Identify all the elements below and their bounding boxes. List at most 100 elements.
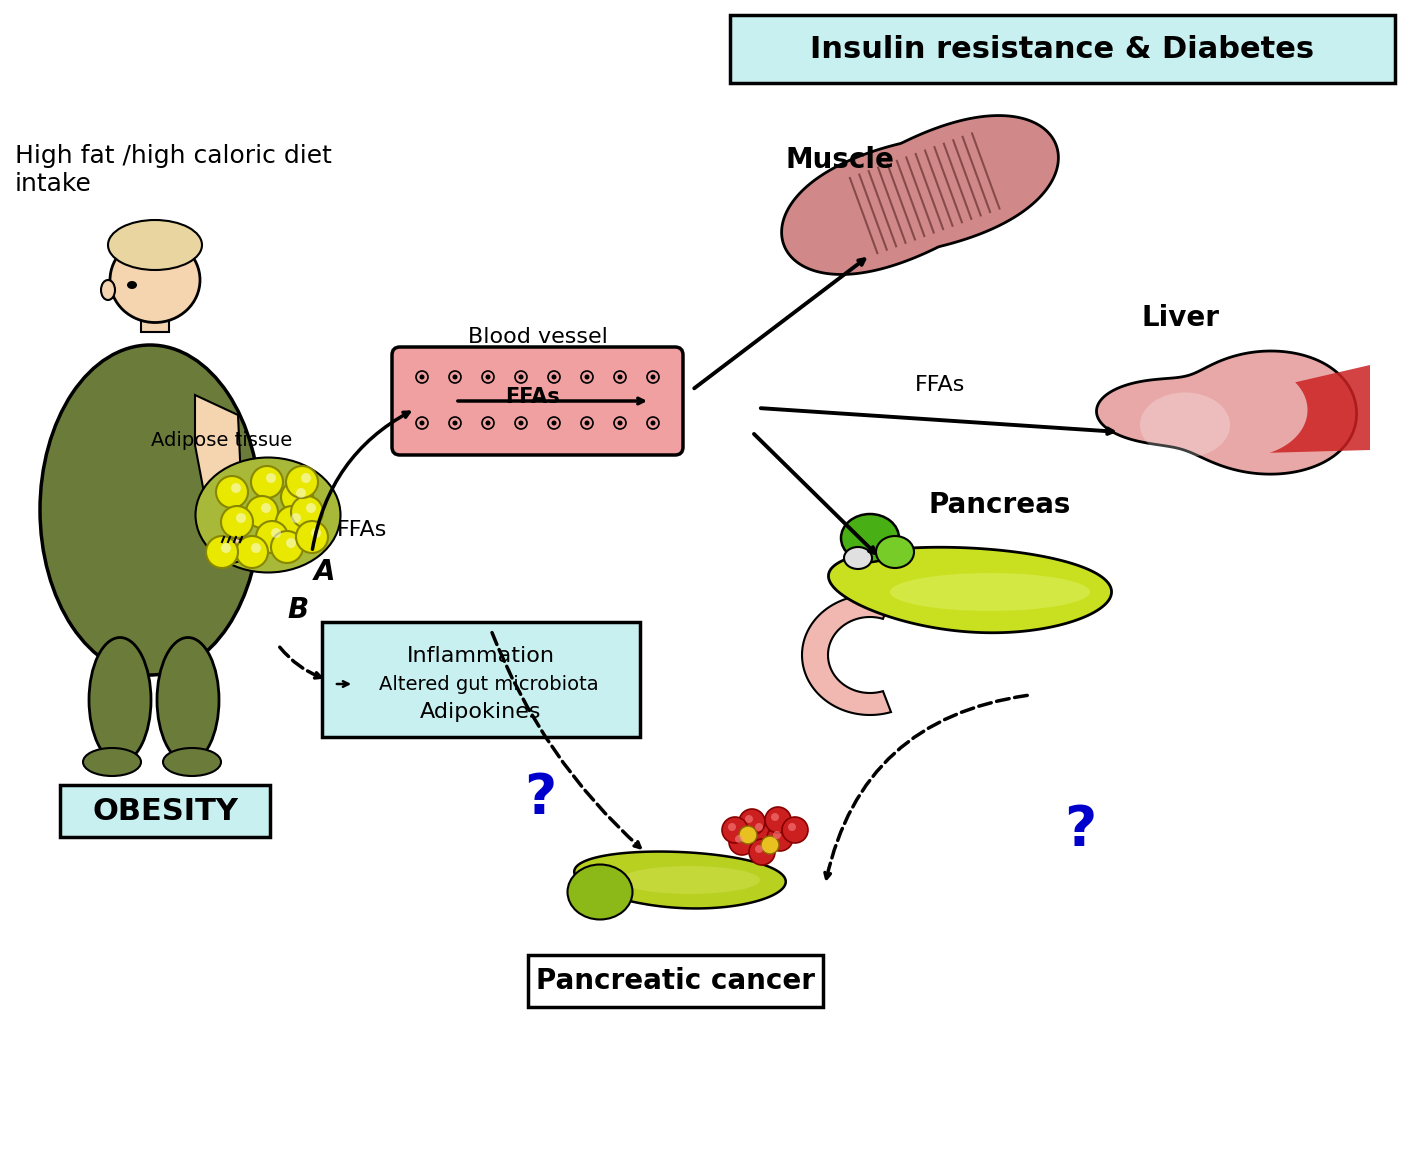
Circle shape bbox=[296, 488, 306, 498]
Text: Adipose tissue: Adipose tissue bbox=[152, 430, 292, 450]
Circle shape bbox=[452, 421, 458, 426]
Text: Adipokines: Adipokines bbox=[420, 702, 542, 722]
FancyBboxPatch shape bbox=[60, 785, 269, 837]
Circle shape bbox=[764, 807, 791, 833]
Circle shape bbox=[306, 503, 316, 513]
Text: FFAs: FFAs bbox=[915, 375, 966, 394]
Ellipse shape bbox=[620, 866, 760, 894]
Text: Muscle: Muscle bbox=[786, 146, 895, 174]
Text: Liver: Liver bbox=[1141, 304, 1219, 332]
Circle shape bbox=[452, 375, 458, 380]
Ellipse shape bbox=[844, 547, 872, 569]
Text: High fat /high caloric diet
intake: High fat /high caloric diet intake bbox=[16, 144, 332, 196]
Circle shape bbox=[651, 421, 655, 426]
Circle shape bbox=[296, 521, 328, 553]
Circle shape bbox=[773, 831, 781, 839]
Circle shape bbox=[485, 421, 491, 426]
Ellipse shape bbox=[1140, 392, 1229, 458]
Polygon shape bbox=[781, 115, 1058, 275]
Circle shape bbox=[281, 481, 313, 513]
Circle shape bbox=[271, 531, 303, 564]
Circle shape bbox=[206, 536, 238, 568]
Circle shape bbox=[788, 823, 795, 831]
Circle shape bbox=[519, 421, 523, 426]
FancyBboxPatch shape bbox=[730, 15, 1395, 83]
Text: Pancreatic cancer: Pancreatic cancer bbox=[536, 967, 815, 995]
Text: A: A bbox=[315, 558, 336, 586]
Circle shape bbox=[261, 503, 271, 513]
Ellipse shape bbox=[128, 281, 138, 289]
Text: Blood vessel: Blood vessel bbox=[468, 327, 607, 347]
Polygon shape bbox=[803, 595, 891, 715]
FancyBboxPatch shape bbox=[322, 622, 640, 737]
Ellipse shape bbox=[89, 637, 150, 762]
Ellipse shape bbox=[876, 536, 915, 568]
Circle shape bbox=[761, 836, 778, 854]
Circle shape bbox=[277, 506, 308, 538]
FancyBboxPatch shape bbox=[140, 304, 169, 332]
Circle shape bbox=[291, 513, 301, 523]
Polygon shape bbox=[1269, 365, 1370, 453]
Circle shape bbox=[267, 473, 277, 483]
Circle shape bbox=[781, 816, 808, 843]
Circle shape bbox=[286, 538, 296, 549]
Circle shape bbox=[749, 816, 776, 843]
FancyBboxPatch shape bbox=[391, 347, 683, 455]
Circle shape bbox=[235, 536, 268, 568]
Ellipse shape bbox=[84, 748, 140, 776]
Circle shape bbox=[216, 476, 248, 508]
Circle shape bbox=[221, 506, 252, 538]
Circle shape bbox=[749, 840, 776, 865]
Circle shape bbox=[722, 816, 749, 843]
Circle shape bbox=[744, 815, 753, 823]
Circle shape bbox=[617, 421, 623, 426]
Circle shape bbox=[245, 496, 278, 528]
Circle shape bbox=[754, 845, 763, 853]
Text: ?: ? bbox=[1064, 803, 1096, 857]
Ellipse shape bbox=[157, 637, 218, 762]
Ellipse shape bbox=[163, 748, 221, 776]
Polygon shape bbox=[1096, 351, 1357, 474]
Circle shape bbox=[739, 808, 764, 835]
Circle shape bbox=[617, 375, 623, 380]
Circle shape bbox=[257, 521, 288, 553]
Circle shape bbox=[286, 466, 318, 498]
Circle shape bbox=[735, 835, 743, 843]
Polygon shape bbox=[196, 394, 242, 535]
Circle shape bbox=[271, 528, 281, 538]
Text: Pancreas: Pancreas bbox=[929, 491, 1071, 519]
Ellipse shape bbox=[891, 573, 1090, 611]
Ellipse shape bbox=[111, 238, 200, 322]
Text: Insulin resistance & Diabetes: Insulin resistance & Diabetes bbox=[811, 34, 1314, 63]
Circle shape bbox=[727, 823, 736, 831]
Circle shape bbox=[739, 826, 757, 844]
Circle shape bbox=[552, 375, 556, 380]
Text: OBESITY: OBESITY bbox=[92, 797, 238, 826]
Circle shape bbox=[420, 375, 424, 380]
Circle shape bbox=[729, 829, 754, 854]
Circle shape bbox=[552, 421, 556, 426]
Circle shape bbox=[231, 483, 241, 493]
Text: Inflammation: Inflammation bbox=[407, 646, 554, 666]
Circle shape bbox=[584, 375, 590, 380]
Circle shape bbox=[301, 473, 311, 483]
Ellipse shape bbox=[567, 865, 632, 920]
Polygon shape bbox=[828, 547, 1112, 632]
Circle shape bbox=[235, 513, 245, 523]
Text: ?: ? bbox=[523, 770, 556, 825]
Text: B: B bbox=[288, 596, 309, 624]
Circle shape bbox=[420, 421, 424, 426]
Ellipse shape bbox=[40, 345, 259, 675]
Polygon shape bbox=[574, 851, 786, 908]
Circle shape bbox=[651, 375, 655, 380]
Circle shape bbox=[584, 421, 590, 426]
Ellipse shape bbox=[196, 458, 340, 573]
Circle shape bbox=[311, 528, 320, 538]
Circle shape bbox=[221, 543, 231, 553]
Circle shape bbox=[251, 466, 284, 498]
Circle shape bbox=[767, 825, 793, 851]
Ellipse shape bbox=[841, 514, 899, 562]
Text: Altered gut microbiota: Altered gut microbiota bbox=[379, 675, 598, 693]
Text: FFAs: FFAs bbox=[337, 520, 387, 540]
Ellipse shape bbox=[218, 537, 248, 562]
